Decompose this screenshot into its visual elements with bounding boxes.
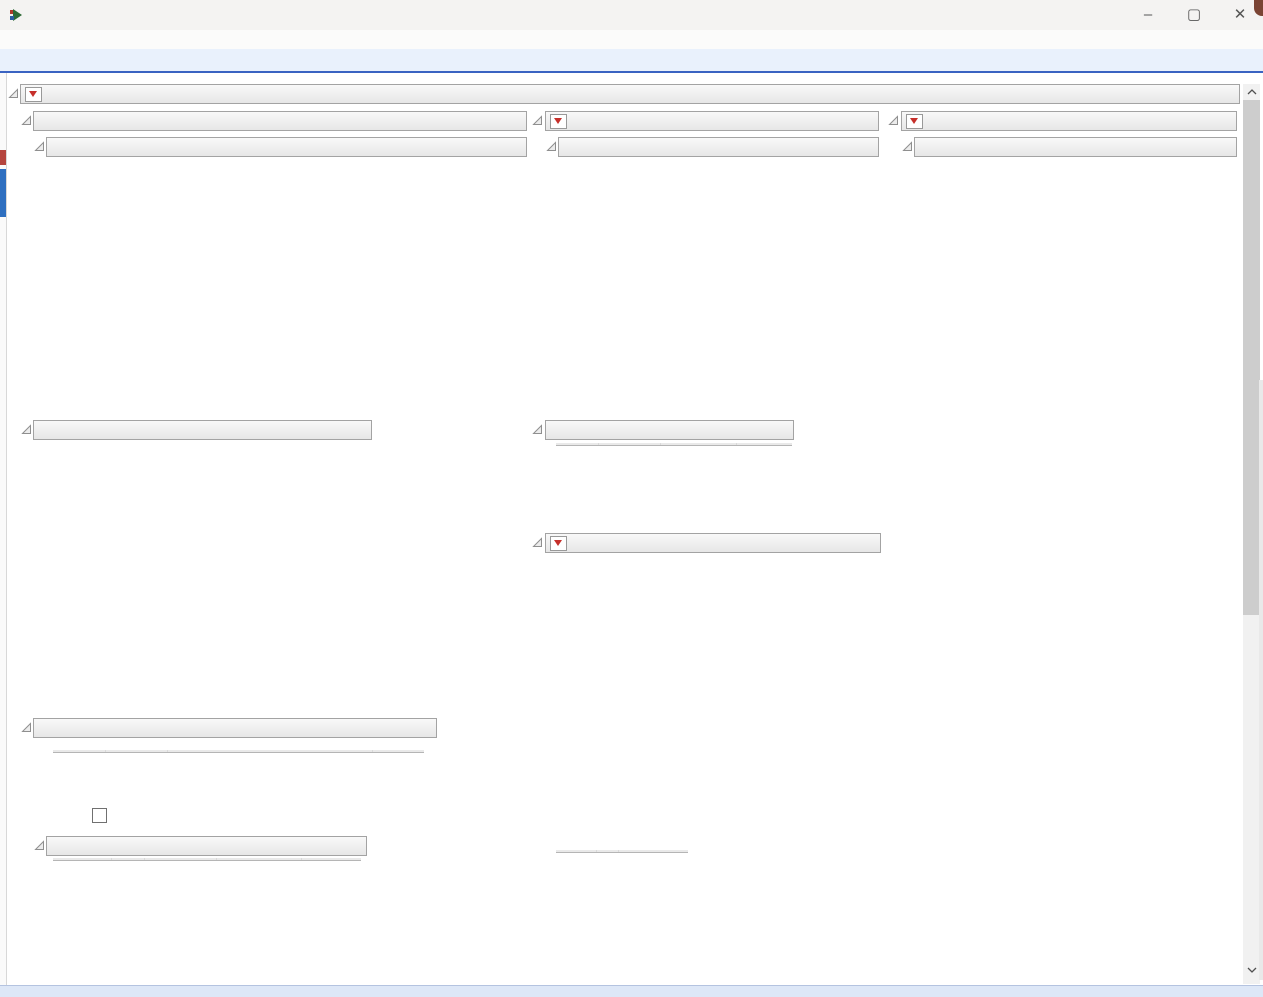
scroll-down-icon[interactable] [1243,962,1260,978]
panel-header-response [20,84,1240,104]
red-triangle-menu-lsmeans-differences[interactable] [550,536,567,551]
maximize-button[interactable]: ▢ [1171,0,1217,30]
drug-leverage-chart[interactable] [558,160,883,428]
red-triangle-menu-drug[interactable] [550,114,567,129]
title-bar: – ▢ ✕ [0,0,1263,30]
background-window-sliver [1259,380,1263,980]
panel-header-x-leverage-plot [914,137,1237,157]
toolbar [0,49,1263,73]
regression-plot-chart[interactable] [46,160,358,415]
red-triangle-menu-x[interactable] [906,114,923,129]
fdr-checkbox[interactable] [92,808,107,823]
panel-header-effect-summary [33,718,437,738]
jmp-window: – ▢ ✕ [0,0,1263,997]
panel-header-whole-model [33,111,527,131]
disclosure-triangle-drug-leverage[interactable] [546,141,557,152]
x-leverage-chart[interactable] [914,160,1244,432]
actual-by-predicted-chart[interactable] [46,443,376,715]
disclosure-triangle-lsmeans-table[interactable] [532,424,543,435]
effect-summary-table [53,750,424,753]
disclosure-triangle-x-leverage[interactable] [902,141,913,152]
disclosure-triangle-whole-model[interactable] [21,115,32,126]
panel-header-actual-by-predicted [33,420,372,440]
menu-bar [0,30,1263,49]
panel-header-lack-of-fit [46,836,367,856]
status-bar [0,985,1263,997]
panel-header-drug [545,111,879,131]
disclosure-triangle-lsmeans-differences[interactable] [532,537,543,548]
disclosure-triangle-actual-by-predicted[interactable] [21,424,32,435]
disclosure-triangle-x[interactable] [888,115,899,126]
disclosure-triangle-lack-of-fit[interactable] [34,840,45,851]
red-triangle-menu-response[interactable] [25,87,42,102]
disclosure-triangle-effect-summary[interactable] [21,722,32,733]
effect-summary-actions [56,808,112,823]
left-edge-red-block [0,150,6,165]
scrollbar-thumb[interactable] [1243,100,1260,615]
left-edge-strip [0,73,7,985]
panel-header-x [901,111,1237,131]
panel-header-lsmeans-differences [545,533,881,553]
lack-of-fit-table [53,858,361,861]
minimize-button[interactable]: – [1125,0,1171,30]
left-edge-blue-block [0,169,6,217]
desktop-corner [1254,0,1263,16]
disclosure-triangle-drug[interactable] [532,115,543,126]
panel-header-drug-leverage-plot [558,137,879,157]
disclosure-triangle-response[interactable] [8,88,19,99]
vertical-scrollbar[interactable] [1243,84,1260,984]
jmp-logo-icon [9,7,25,28]
disclosure-triangle-regression-plot[interactable] [34,141,45,152]
scroll-up-icon[interactable] [1243,84,1260,100]
connecting-letters-table [556,850,688,853]
panel-header-regression-plot [46,137,527,157]
least-squares-means-table [556,443,792,446]
